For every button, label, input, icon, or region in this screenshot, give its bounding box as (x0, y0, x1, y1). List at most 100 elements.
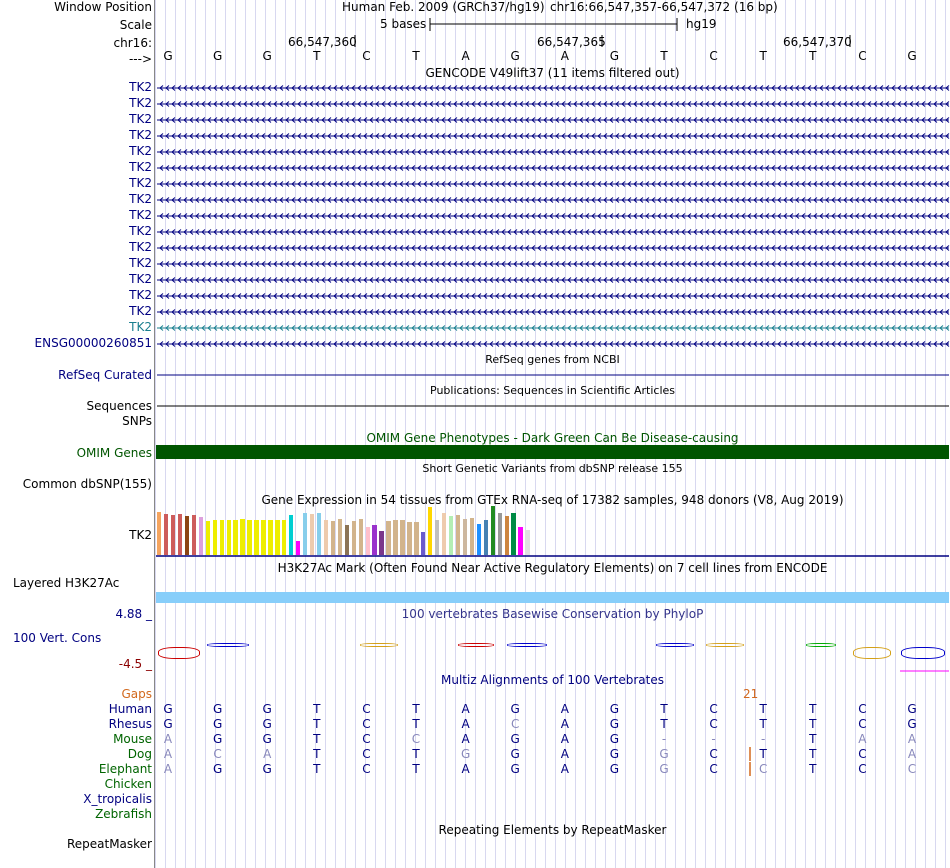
gtex-tissue-bar[interactable] (226, 520, 231, 555)
gtex-tissue-bar[interactable] (400, 520, 405, 555)
gencode-row-label[interactable]: TK2 (129, 256, 152, 270)
gtex-tissue-bar[interactable] (365, 527, 370, 555)
gencode-row-label[interactable]: TK2 (129, 176, 152, 190)
refseq-label[interactable]: RefSeq Curated (58, 368, 152, 382)
gtex-gene-label[interactable]: TK2 (129, 528, 152, 542)
snps-label[interactable]: SNPs (122, 414, 152, 428)
gencode-row-label[interactable]: TK2 (129, 192, 152, 206)
dbsnp-title[interactable]: Short Genetic Variants from dbSNP releas… (422, 462, 683, 475)
gtex-tissue-bar[interactable] (261, 520, 266, 555)
gtex-tissue-bar[interactable] (448, 516, 454, 555)
cons-label[interactable]: 100 Vert. Cons (13, 631, 102, 645)
gtex-tissue-bar[interactable] (344, 525, 350, 555)
species-label[interactable]: Elephant (98, 762, 152, 776)
gencode-title[interactable]: GENCODE V49lift37 (11 items filtered out… (425, 66, 680, 80)
gtex-tissue-bar[interactable] (525, 530, 530, 555)
gtex-tissue-bar[interactable] (323, 520, 329, 555)
species-label[interactable]: Mouse (113, 732, 152, 746)
gtex-tissue-bar[interactable] (330, 521, 336, 555)
h3k27ac-label[interactable]: Layered H3K27Ac (13, 576, 120, 590)
gtex-tissue-bar[interactable] (184, 516, 190, 555)
gencode-row-label[interactable]: TK2 (129, 144, 152, 158)
gtex-tissue-bar[interactable] (268, 520, 273, 555)
gtex-tissue-bar[interactable] (462, 519, 468, 555)
gtex-tissue-bar[interactable] (393, 520, 398, 555)
refseq-title[interactable]: RefSeq genes from NCBI (485, 353, 620, 366)
cons-title[interactable]: 100 vertebrates Basewise Conservation by… (401, 607, 704, 621)
gtex-tissue-bar[interactable] (337, 519, 343, 555)
gtex-tissue-bar[interactable] (296, 541, 301, 555)
species-label[interactable]: Zebrafish (95, 807, 152, 821)
gtex-tissue-bar[interactable] (282, 520, 287, 555)
assembly-title[interactable]: Human Feb. 2009 (GRCh37/hg19) (342, 0, 545, 14)
gtex-tissue-bar[interactable] (407, 522, 412, 555)
species-label[interactable]: X_tropicalis (83, 792, 152, 806)
gtex-tissue-bar[interactable] (497, 513, 502, 555)
h3k27ac-title[interactable]: H3K27Ac Mark (Often Found Near Active Re… (277, 561, 828, 575)
gtex-tissue-bar[interactable] (240, 519, 245, 555)
gtex-tissue-bar[interactable] (379, 531, 384, 555)
gtex-tissue-bar[interactable] (386, 521, 391, 555)
gencode-row-label[interactable]: TK2 (129, 80, 152, 94)
repeatmasker-title[interactable]: Repeating Elements by RepeatMasker (438, 823, 667, 837)
gencode-row-label[interactable]: TK2 (129, 288, 152, 302)
gtex-tissue-bar[interactable] (233, 520, 238, 555)
gtex-tissue-bar[interactable] (518, 527, 523, 555)
gtex-tissue-bar[interactable] (421, 532, 426, 555)
gtex-tissue-bar[interactable] (191, 515, 197, 555)
repeatmasker-label[interactable]: RepeatMasker (66, 837, 152, 851)
gtex-tissue-bar[interactable] (275, 520, 280, 555)
gencode-row-label[interactable]: TK2 (129, 96, 152, 110)
species-label[interactable]: Human (108, 702, 152, 716)
gtex-tissue-bar[interactable] (302, 513, 308, 555)
gencode-row-label[interactable]: TK2 (129, 128, 152, 142)
gtex-tissue-bar[interactable] (351, 521, 356, 555)
gtex-tissue-bar[interactable] (476, 524, 482, 555)
omim-feature[interactable] (156, 445, 949, 459)
gencode-row-label[interactable]: TK2 (129, 224, 152, 238)
gtex-tissue-bar[interactable] (414, 522, 419, 555)
gtex-tissue-bar[interactable] (490, 506, 495, 555)
species-label[interactable]: Dog (127, 747, 152, 761)
gtex-tissue-bar[interactable] (483, 520, 489, 555)
gtex-tissue-bar[interactable] (247, 520, 252, 555)
pubs-label[interactable]: Sequences (86, 399, 152, 413)
gtex-tissue-bar[interactable] (358, 519, 363, 555)
gtex-tissue-bar[interactable] (455, 515, 461, 555)
gtex-tissue-bar[interactable] (219, 520, 224, 555)
pubs-title[interactable]: Publications: Sequences in Scientific Ar… (430, 384, 675, 397)
gencode-row-label[interactable]: TK2 (129, 320, 152, 334)
gtex-tissue-bar[interactable] (170, 515, 176, 555)
gtex-tissue-bar[interactable] (212, 520, 217, 555)
gtex-tissue-bar[interactable] (372, 525, 377, 555)
gencode-row-label[interactable]: TK2 (129, 160, 152, 174)
gencode-row-label[interactable]: TK2 (129, 208, 152, 222)
gtex-title[interactable]: Gene Expression in 54 tissues from GTEx … (261, 493, 844, 507)
gtex-tissue-bar[interactable] (309, 514, 315, 555)
gencode-row-label[interactable]: TK2 (129, 272, 152, 286)
dbsnp-label[interactable]: Common dbSNP(155) (22, 477, 152, 491)
gtex-tissue-bar[interactable] (435, 520, 440, 555)
species-label[interactable]: Chicken (104, 777, 152, 791)
gtex-tissue-bar[interactable] (316, 513, 322, 555)
gtex-tissue-bar[interactable] (511, 513, 516, 555)
position-readout[interactable]: chr16:66,547,357-66,547,372 (16 bp) (550, 0, 778, 14)
omim-label[interactable]: OMIM Genes (76, 446, 152, 460)
gtex-tissue-bar[interactable] (441, 513, 447, 555)
gtex-tissue-bar[interactable] (157, 512, 162, 555)
gtex-tissue-bar[interactable] (428, 507, 433, 555)
gtex-tissue-bar[interactable] (254, 520, 259, 555)
h3k27ac-signal[interactable] (156, 592, 949, 603)
gtex-tissue-bar[interactable] (177, 514, 183, 555)
gencode-row-label[interactable]: TK2 (129, 112, 152, 126)
multiz-title[interactable]: Multiz Alignments of 100 Vertebrates (440, 673, 665, 687)
gtex-tissue-bar[interactable] (504, 516, 509, 555)
gtex-tissue-bar[interactable] (198, 517, 204, 555)
gtex-tissue-bar[interactable] (289, 515, 294, 555)
gtex-tissue-bar[interactable] (163, 514, 169, 555)
gencode-row-label[interactable]: ENSG00000260851 (34, 336, 152, 350)
gencode-row-label[interactable]: TK2 (129, 240, 152, 254)
gtex-tissue-bar[interactable] (469, 518, 475, 555)
gencode-row-label[interactable]: TK2 (129, 304, 152, 318)
gaps-label[interactable]: Gaps (121, 687, 152, 701)
